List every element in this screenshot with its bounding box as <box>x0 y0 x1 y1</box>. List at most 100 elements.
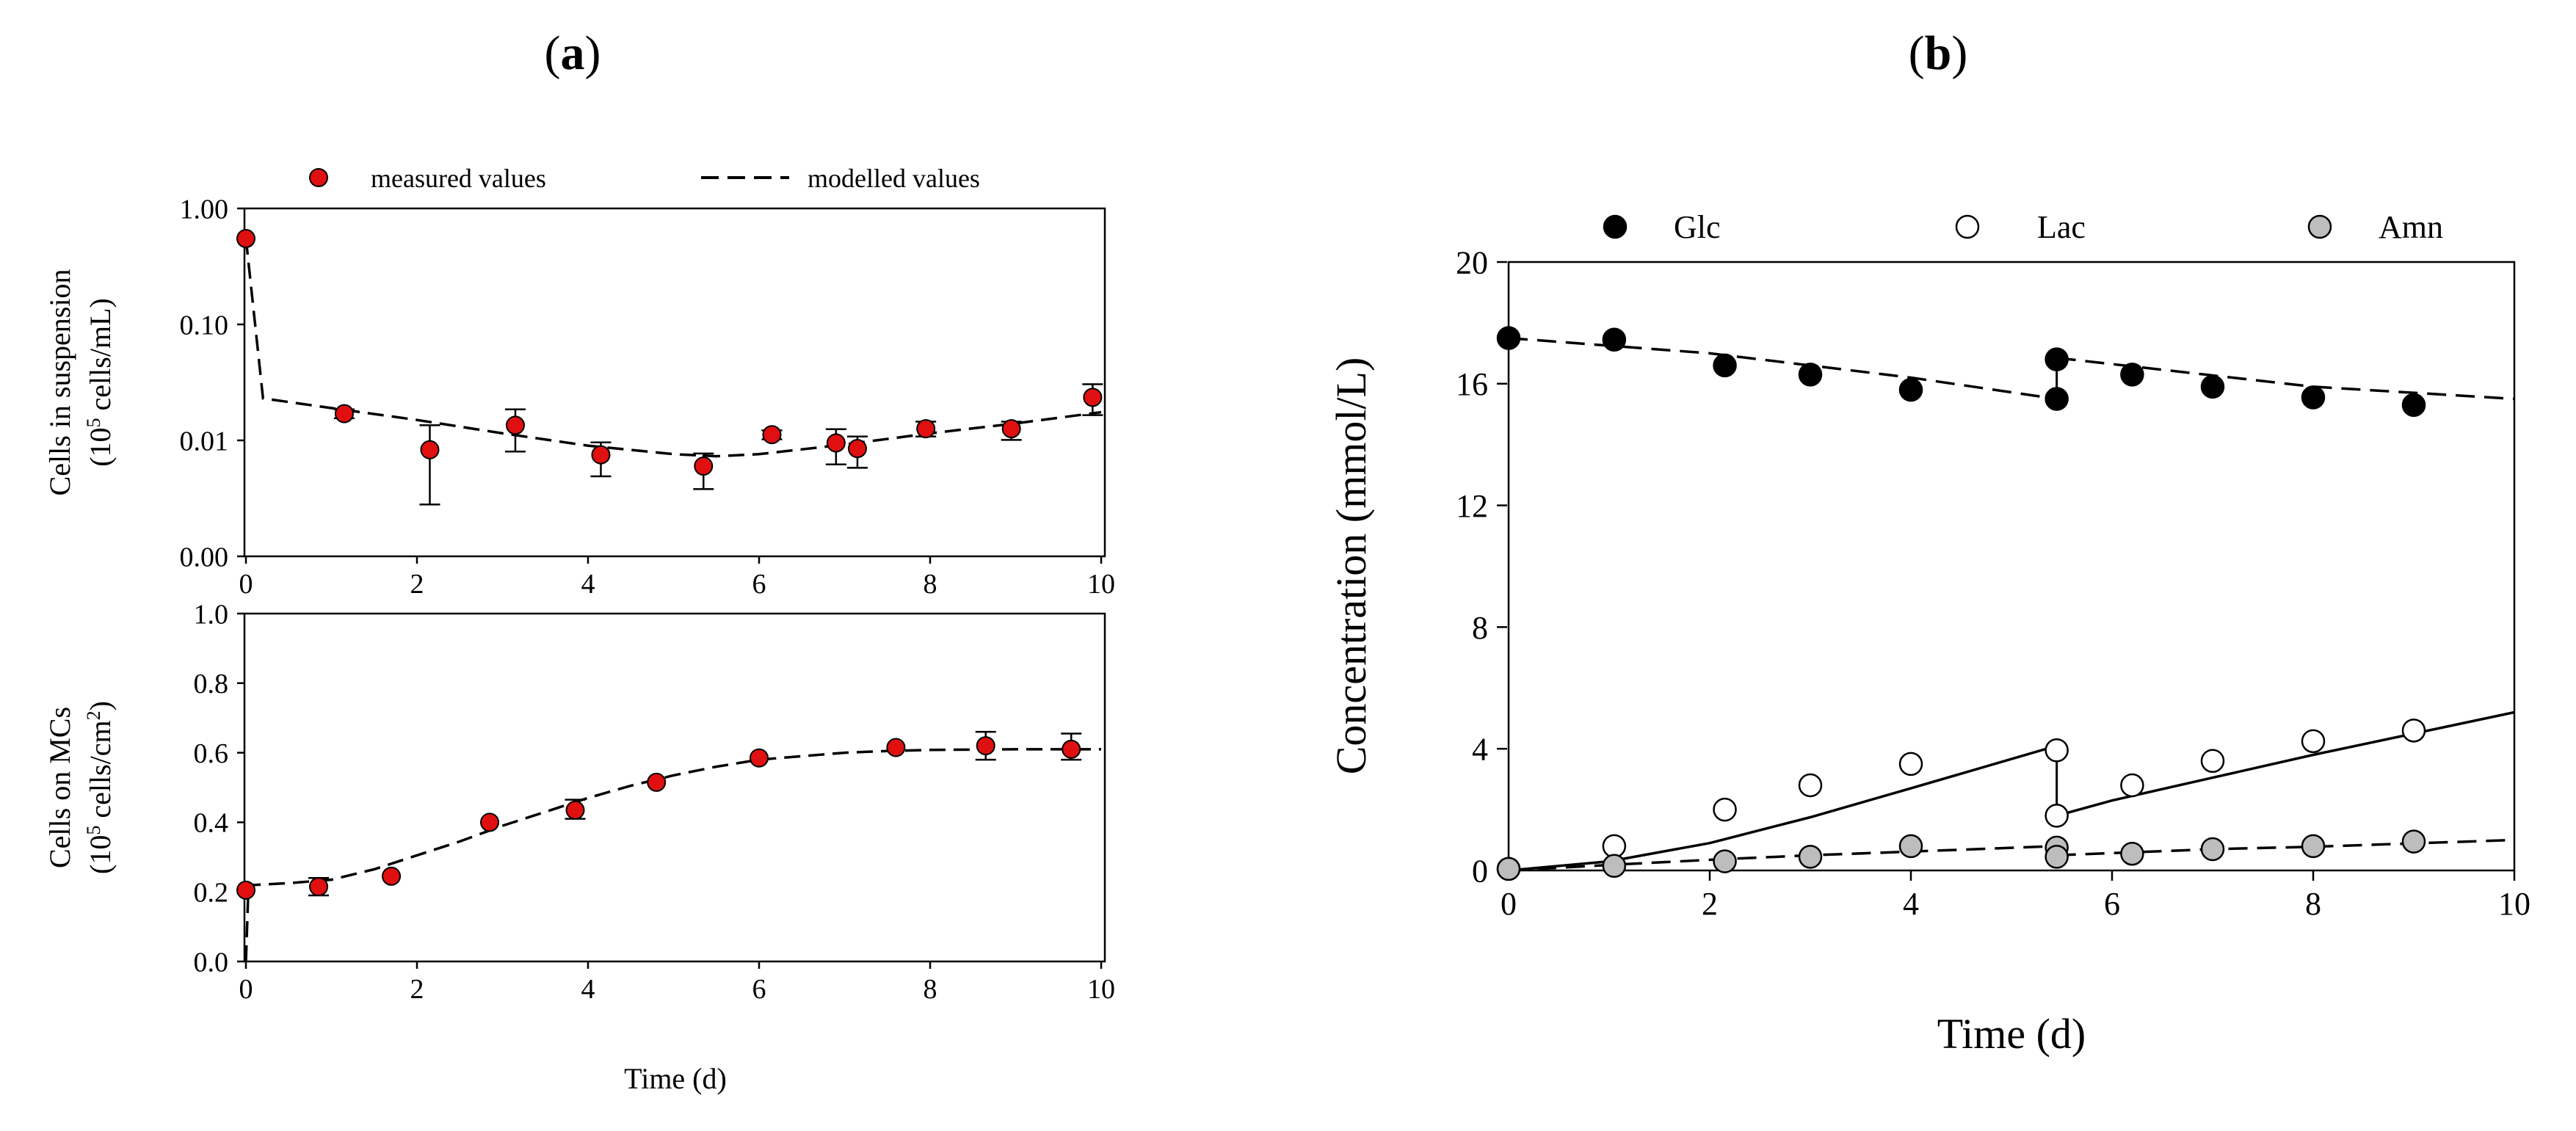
x-tick-label: 8 <box>2305 886 2321 922</box>
measured-point <box>847 439 867 459</box>
measured-point <box>236 880 255 900</box>
lac-point <box>1898 752 1923 777</box>
concentration-y-ticks: 0 4 8 12 16 20 <box>1456 244 1507 889</box>
legend-glc-label: Glc <box>1674 209 1721 245</box>
panel-b-x-label: Time (d) <box>1937 1010 2086 1058</box>
suspension-error-bars <box>333 383 1103 506</box>
concentration-plot-frame <box>1507 261 2516 872</box>
amn-point <box>1713 849 1737 873</box>
model-line <box>1508 845 2057 872</box>
concentration-plot: 0 4 8 12 16 20 0 2 4 6 8 10 <box>1456 244 2530 922</box>
panel-a-x-label: Time (d) <box>624 1062 727 1095</box>
amn-point <box>2200 837 2225 862</box>
suspension-y-label-line1: Cells in suspension <box>43 269 76 496</box>
mcs-model-line <box>244 748 1101 962</box>
concentration-y-label: Concentration (mmol/L) <box>1327 357 1375 775</box>
amn-point <box>1602 854 1627 879</box>
mcs-measured-points <box>236 736 1081 900</box>
x-tick-label: 2 <box>410 569 424 600</box>
measured-point <box>420 440 440 459</box>
lac-point <box>2045 738 2069 763</box>
mcs-x-ticks: 0 2 4 6 8 10 <box>239 961 1115 1005</box>
suspension-measured-points <box>236 229 1103 476</box>
glc-point <box>2301 385 2326 410</box>
x-tick-label: 10 <box>1087 974 1115 1005</box>
model-curve <box>244 238 1102 458</box>
lac-point <box>2301 729 2326 754</box>
model-line <box>1508 744 2058 872</box>
y-tick-label: 0.2 <box>194 878 229 909</box>
x-tick-label: 10 <box>2498 886 2530 922</box>
glc-point <box>1898 377 1923 402</box>
x-tick-label: 2 <box>1702 886 1718 922</box>
x-tick-label: 6 <box>752 569 766 600</box>
glc-point <box>2045 347 2069 371</box>
lac-point <box>2200 749 2225 774</box>
glc-point <box>1798 363 1823 387</box>
measured-point <box>1001 419 1021 439</box>
model-curve <box>244 748 1101 962</box>
x-tick-label: 8 <box>924 974 937 1005</box>
amn-point <box>2120 841 2144 866</box>
amn-point <box>2301 834 2326 859</box>
x-tick-label: 4 <box>581 569 595 600</box>
measured-point <box>886 738 906 757</box>
panel-a-label: (a) <box>545 26 601 80</box>
measured-point <box>480 812 500 832</box>
mcs-error-bars <box>308 730 1082 897</box>
measured-point <box>762 425 782 445</box>
mcs-y-label-line1: Cells on MCs <box>43 707 76 868</box>
legend-measured-label: measured values <box>371 164 546 193</box>
x-tick-label: 10 <box>1087 569 1115 600</box>
mcs-y-ticks: 0.0 0.2 0.4 0.6 0.8 1.0 <box>194 599 244 978</box>
suspension-x-ticks: 0 2 4 6 8 10 <box>239 556 1115 600</box>
lac-point <box>2401 719 2426 743</box>
legend-lac-marker <box>1955 214 1980 239</box>
legend-measured-marker <box>309 168 328 187</box>
concentration-points <box>1496 326 2426 881</box>
amn-point <box>2401 829 2426 854</box>
panel-b-legend: Glc Lac Amn <box>1603 209 2443 245</box>
y-tick-label: 0.0 <box>194 947 229 978</box>
x-tick-label: 6 <box>2104 886 2120 922</box>
measured-point <box>750 748 769 768</box>
glc-point <box>2401 393 2426 418</box>
y-tick-label: 0.01 <box>180 426 229 457</box>
lac-point <box>1713 797 1737 822</box>
y-tick-label: 16 <box>1456 366 1488 402</box>
glc-point <box>2045 387 2069 411</box>
mcs-plot: 0.0 0.2 0.4 0.6 0.8 1.0 0 2 4 6 8 10 <box>194 599 1116 1005</box>
suspension-plot-frame <box>243 207 1106 558</box>
y-tick-label: 0.4 <box>194 808 229 839</box>
measured-point <box>334 404 354 423</box>
x-tick-label: 0 <box>1501 886 1517 922</box>
model-line <box>1508 336 2057 401</box>
suspension-y-ticks: 0.00 0.01 0.10 1.00 <box>180 194 244 572</box>
y-tick-label: 0.00 <box>180 542 229 572</box>
legend-modelled-label: modelled values <box>808 164 980 193</box>
concentration-x-ticks: 0 2 4 6 8 10 <box>1501 870 2530 922</box>
measured-point <box>236 229 255 249</box>
measured-point <box>1083 388 1103 407</box>
glc-point <box>1713 353 1737 378</box>
glc-point <box>2120 363 2144 387</box>
y-tick-label: 1.00 <box>180 194 229 225</box>
measured-point <box>976 736 995 756</box>
glc-point <box>2200 374 2225 399</box>
lac-point <box>1798 773 1823 798</box>
y-tick-label: 8 <box>1472 610 1488 646</box>
concentration-model-lines <box>1508 336 2515 872</box>
mcs-y-label-line2: (105 cells/cm2) <box>83 701 117 874</box>
measured-point <box>505 415 525 435</box>
mcs-plot-frame <box>243 612 1106 963</box>
measured-point <box>916 419 936 439</box>
panel-a-legend: measured values modelled values <box>309 164 980 193</box>
glc-point <box>1496 326 1521 350</box>
x-tick-label: 2 <box>410 974 424 1005</box>
lac-point <box>1602 834 1627 859</box>
measured-point <box>565 800 585 820</box>
x-tick-label: 8 <box>924 569 937 600</box>
suspension-plot: 0.00 0.01 0.10 1.00 0 2 4 6 8 10 <box>180 194 1116 600</box>
model-line <box>2056 710 2515 818</box>
